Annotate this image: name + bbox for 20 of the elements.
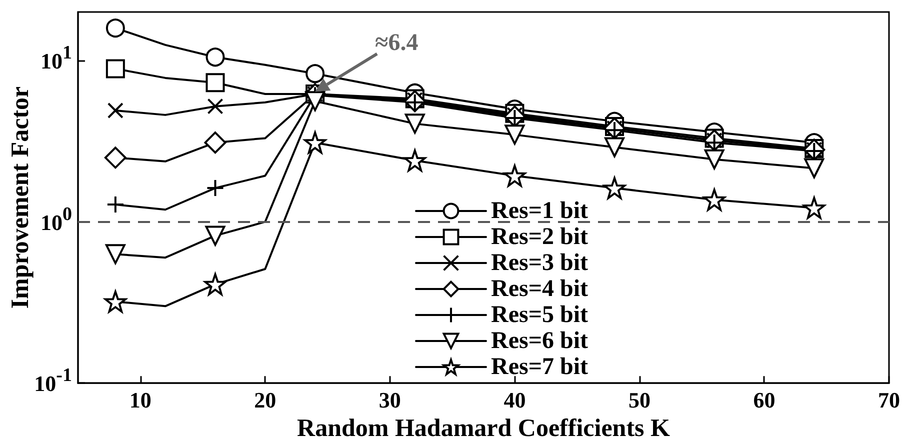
x-tick-label: 50 [628,388,650,413]
legend-label: Res=6 bit [491,328,588,354]
x-tick-label: 30 [378,388,401,413]
annotation: ≈6.4 [375,30,418,56]
legend-label: Res=4 bit [491,276,588,302]
x-tick-label: 10 [129,388,152,413]
y-tick-label: 10$^{1}$ [40,42,72,74]
legend-label: Res=1 bit [491,198,588,224]
x-tick-label: 20 [254,388,276,413]
x-tick-label: 40 [504,388,526,413]
y-tick-label: 10$^{0}$ [40,203,72,235]
legend-label: Res=2 bit [491,224,588,250]
legend-label: Res=5 bit [491,302,588,328]
y-axis-title: Improvement Factor [7,86,34,309]
x-axis-title: Random Hadamard Coefficients K [297,415,670,442]
x-tick-label: 70 [878,388,900,413]
x-tick-label: 60 [753,388,776,413]
legend-label: Res=7 bit [491,354,588,380]
y-tick-label: 10$^{-1}$ [34,364,72,396]
legend-label: Res=3 bit [491,250,588,276]
